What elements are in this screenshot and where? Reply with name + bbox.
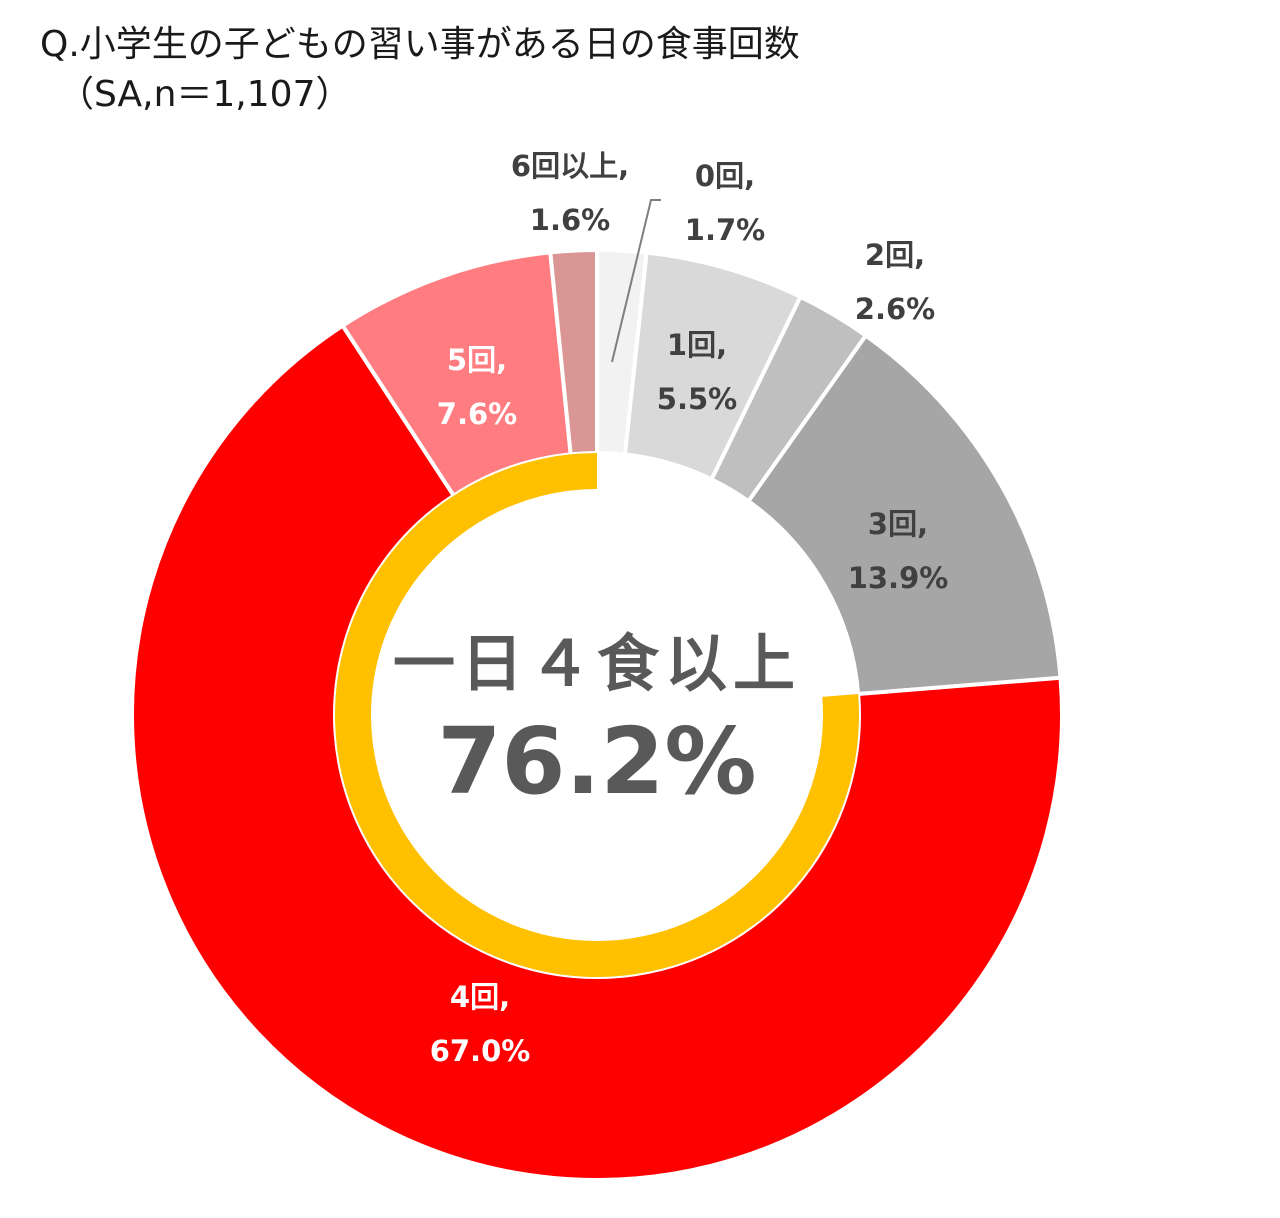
data-label-value: 1.7%: [684, 213, 766, 247]
slice-3: [745, 332, 1063, 697]
center-caption: 一日４食以上: [392, 627, 802, 700]
data-label-category: 4回,: [449, 980, 511, 1014]
data-label-value: 7.6%: [436, 397, 518, 431]
chart-title: Q.小学生の子どもの習い事がある日の食事回数: [40, 24, 800, 65]
leader-line-0: [611, 199, 661, 363]
data-label-5: 5回, 7.6%: [437, 333, 517, 441]
data-label-value: 5.5%: [656, 382, 738, 416]
data-label-2: 2回, 2.6%: [855, 228, 935, 336]
data-label-1: 1回, 5.5%: [657, 318, 737, 426]
data-label-3: 3回, 13.9%: [848, 497, 949, 605]
data-label-value: 13.9%: [847, 561, 949, 595]
data-label-value: 1.6%: [529, 203, 611, 237]
data-label-6: 6回以上, 1.6%: [511, 139, 629, 247]
data-label-category: 5回,: [446, 343, 508, 377]
data-label-value: 2.6%: [854, 292, 936, 326]
data-label-4: 4回, 67.0%: [430, 970, 531, 1078]
data-label-category: 2回,: [864, 238, 926, 272]
data-label-category: 1回,: [666, 328, 728, 362]
data-label-value: 67.0%: [429, 1034, 531, 1068]
slice-4: [130, 322, 1065, 1182]
center-value: 76.2%: [437, 708, 757, 815]
data-label-category: 0回,: [694, 159, 756, 193]
chart-subtitle: （SA,n＝1,107）: [58, 74, 352, 115]
data-label-0: 0回, 1.7%: [685, 149, 765, 257]
data-label-category: 6回以上,: [510, 149, 630, 183]
data-label-category: 3回,: [867, 507, 929, 541]
